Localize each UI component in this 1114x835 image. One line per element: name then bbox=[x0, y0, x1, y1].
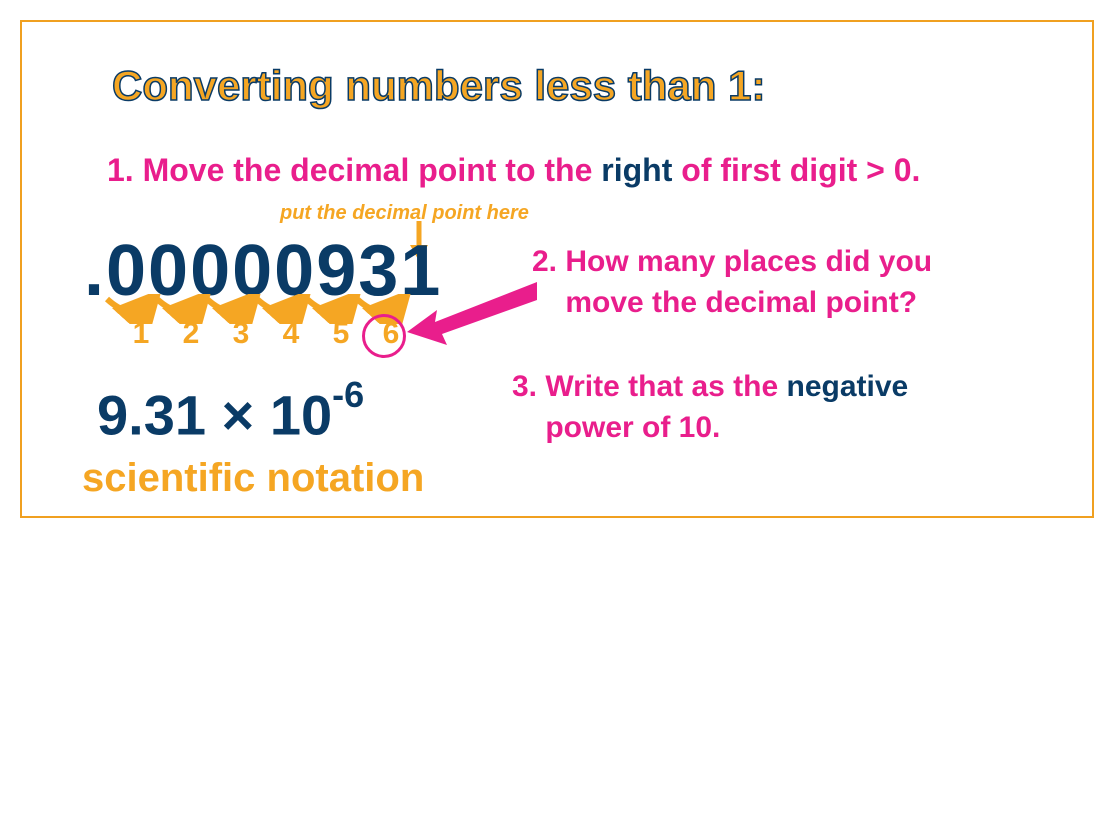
scientific-result: 9.31 × 10-6 bbox=[97, 382, 364, 448]
step1-emphasis: right bbox=[601, 152, 672, 188]
step2-line1: 2. How many places did you bbox=[532, 245, 932, 278]
scientific-notation-label: scientific notation bbox=[82, 456, 424, 501]
count-5: 5 bbox=[316, 317, 366, 351]
step1-suffix: of first digit > 0. bbox=[672, 152, 920, 188]
lesson-panel: Converting numbers less than 1: 1. Move … bbox=[20, 20, 1094, 518]
step3-emphasis: negative bbox=[787, 370, 909, 403]
panel-title: Converting numbers less than 1: bbox=[112, 62, 765, 110]
step2-line2: move the decimal point? bbox=[565, 286, 917, 319]
count-2: 2 bbox=[166, 317, 216, 351]
count-3: 3 bbox=[216, 317, 266, 351]
result-exponent: -6 bbox=[332, 374, 364, 415]
count-1: 1 bbox=[116, 317, 166, 351]
result-base: 9.31 × 10 bbox=[97, 384, 332, 447]
step3-prefix: 3. Write that as the bbox=[512, 370, 787, 403]
circle-highlight bbox=[362, 314, 406, 358]
step1-prefix: 1. Move the decimal point to the bbox=[107, 152, 601, 188]
step-2: 2. How many places did you move the deci… bbox=[532, 242, 932, 323]
pink-arrow-icon bbox=[407, 282, 547, 352]
decimal-hint: put the decimal point here bbox=[280, 202, 529, 225]
count-4: 4 bbox=[266, 317, 316, 351]
step3-line2: power of 10. bbox=[545, 411, 720, 444]
step-1: 1. Move the decimal point to the right o… bbox=[107, 152, 920, 189]
step-3: 3. Write that as the negative power of 1… bbox=[512, 367, 908, 448]
